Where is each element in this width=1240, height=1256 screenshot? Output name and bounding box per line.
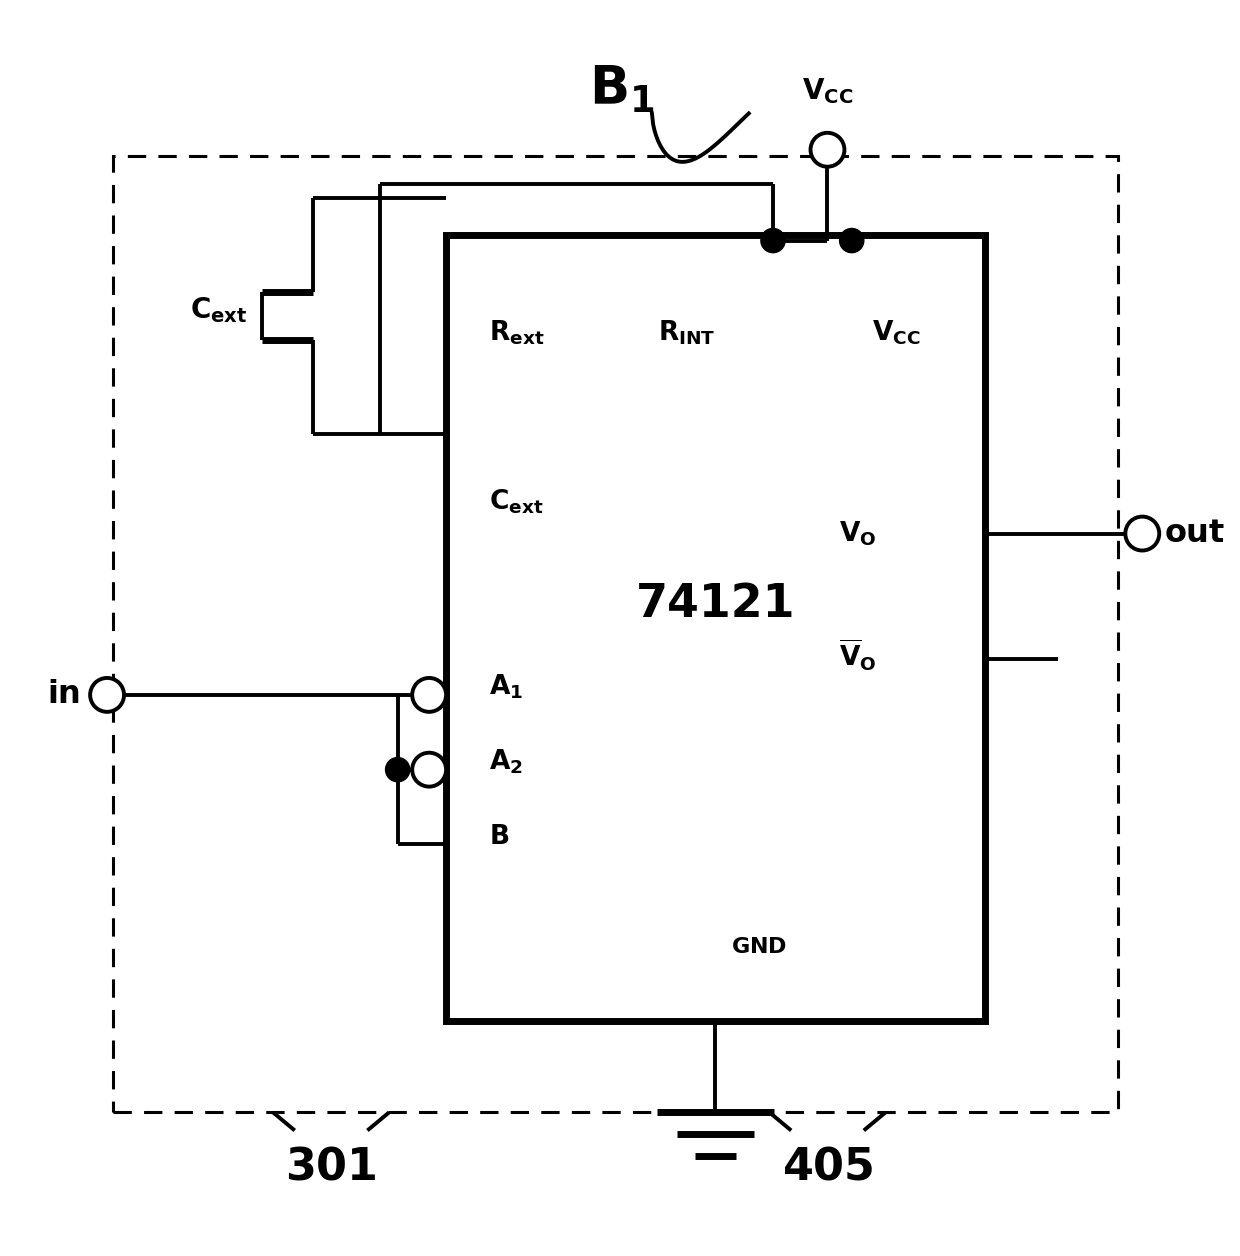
Circle shape	[412, 678, 446, 712]
Text: $\mathbf{C_{ext}}$: $\mathbf{C_{ext}}$	[190, 295, 248, 325]
Bar	[446, 235, 985, 1021]
Text: $\mathbf{A_2}$: $\mathbf{A_2}$	[490, 747, 523, 776]
Text: $\mathbf{out}$: $\mathbf{out}$	[1164, 517, 1225, 549]
Text: $\mathbf{A_1}$: $\mathbf{A_1}$	[490, 673, 523, 701]
Circle shape	[1126, 516, 1159, 550]
Circle shape	[91, 678, 124, 712]
Text: $\mathbf{R_{INT}}$: $\mathbf{R_{INT}}$	[658, 319, 715, 347]
Text: $\mathbf{405}$: $\mathbf{405}$	[781, 1145, 873, 1188]
Text: $\mathbf{301}$: $\mathbf{301}$	[285, 1145, 377, 1188]
Text: $\mathbf{V_O}$: $\mathbf{V_O}$	[839, 519, 877, 548]
Text: 74121: 74121	[636, 582, 795, 627]
Text: $\mathbf{\overline{V}_O}$: $\mathbf{\overline{V}_O}$	[839, 638, 877, 673]
Text: $\mathbf{V_{CC}}$: $\mathbf{V_{CC}}$	[802, 77, 853, 107]
Circle shape	[761, 229, 785, 252]
Text: $\mathbf{in}$: $\mathbf{in}$	[47, 679, 81, 711]
Text: $\mathbf{B}$: $\mathbf{B}$	[490, 824, 510, 849]
Text: $\mathbf{GND}$: $\mathbf{GND}$	[730, 937, 786, 957]
Text: $\mathbf{C_{ext}}$: $\mathbf{C_{ext}}$	[490, 487, 543, 516]
Circle shape	[811, 133, 844, 167]
Circle shape	[386, 757, 409, 781]
Circle shape	[412, 752, 446, 786]
Text: $\mathbf{B_1}$: $\mathbf{B_1}$	[589, 63, 655, 116]
Circle shape	[839, 229, 864, 252]
Text: $\mathbf{R_{ext}}$: $\mathbf{R_{ext}}$	[490, 319, 544, 347]
Bar	[113, 156, 1118, 1113]
Text: $\mathbf{V_{CC}}$: $\mathbf{V_{CC}}$	[872, 319, 920, 347]
